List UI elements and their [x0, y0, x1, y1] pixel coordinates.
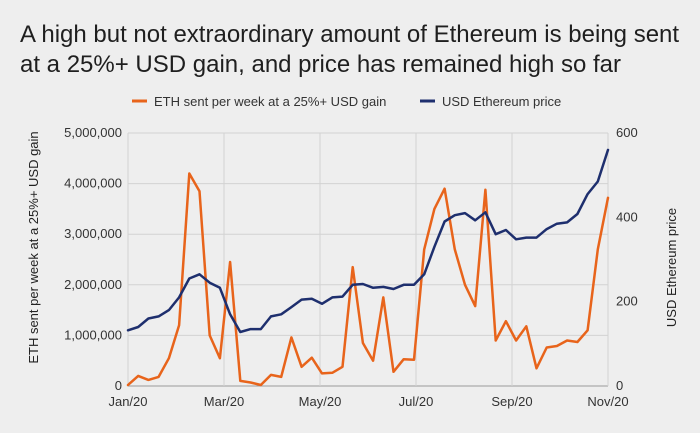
y-left-tick-label: 3,000,000: [64, 226, 122, 241]
series-layer: [126, 148, 610, 387]
legend-label: USD Ethereum price: [442, 94, 561, 109]
legend: ETH sent per week at a 25%+ USD gain USD …: [132, 94, 561, 109]
legend-label: ETH sent per week at a 25%+ USD gain: [154, 94, 386, 109]
chart-title: A high but not extraordinary amount of E…: [20, 21, 680, 78]
x-tick-label: Jul/20: [399, 394, 434, 409]
x-tick-label: Sep/20: [491, 394, 532, 409]
y-right-tick-label: 0: [616, 378, 623, 393]
y-left-tick-label: 0: [115, 378, 122, 393]
x-tick-label: May/20: [299, 394, 342, 409]
y-left-tick-label: 1,000,000: [64, 327, 122, 342]
y-left-axis-label: ETH sent per week at a 25%+ USD gain: [26, 131, 41, 363]
y-right-axis-label: USD Ethereum price: [664, 208, 679, 327]
y-left-tick-label: 2,000,000: [64, 277, 122, 292]
series-line-eth-price: [126, 148, 610, 334]
y-left-tick-label: 5,000,000: [64, 125, 122, 140]
y-right-tick-label: 200: [616, 294, 638, 309]
series-line-eth-sent: [126, 172, 610, 387]
x-tick-label: Nov/20: [587, 394, 628, 409]
x-tick-label: Jan/20: [108, 394, 147, 409]
y-right-tick-label: 600: [616, 125, 638, 140]
axis-layer: 0 1,000,000 2,000,000 3,000,000 4,000,000 5,0…: [26, 125, 679, 409]
grid-layer: [127, 132, 609, 387]
x-tick-label: Mar/20: [204, 394, 244, 409]
y-right-tick-label: 400: [616, 209, 638, 224]
y-left-tick-label: 4,000,000: [64, 176, 122, 191]
